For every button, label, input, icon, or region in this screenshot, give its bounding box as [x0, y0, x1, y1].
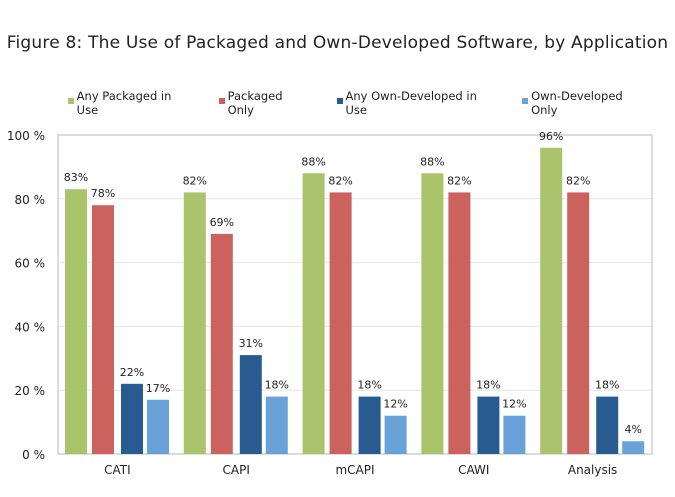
y-tick-label: 40 %: [15, 320, 46, 334]
bar: [65, 189, 87, 455]
data-label: 96%: [539, 130, 563, 143]
bar: [121, 383, 143, 454]
y-tick-label: 100 %: [7, 129, 45, 143]
bar: [92, 205, 114, 454]
data-label: 12%: [502, 398, 526, 411]
x-tick-label: CATI: [104, 463, 131, 477]
bar: [503, 415, 526, 454]
data-label: 12%: [383, 398, 407, 411]
plot-border: [57, 134, 653, 455]
data-label: 18%: [357, 379, 381, 392]
legend-item: Packaged Only: [218, 89, 308, 117]
data-label: 83%: [64, 171, 88, 184]
y-tick-label: 0 %: [22, 448, 45, 462]
bar: [210, 233, 233, 454]
data-label: 18%: [265, 379, 289, 392]
x-tick-label: CAWI: [458, 463, 489, 477]
legend-item: Own-Developed Only: [522, 89, 646, 117]
x-tick-label: mCAPI: [335, 463, 374, 477]
legend-item: Any Own-Developed in Use: [336, 89, 494, 117]
y-tick-label: 60 %: [15, 257, 46, 271]
bar: [448, 192, 471, 455]
x-tick-label: CAPI: [223, 463, 250, 477]
data-label: 88%: [301, 155, 325, 168]
bar: [622, 441, 645, 454]
legend-label: Packaged Only: [227, 89, 283, 117]
bar: [329, 192, 352, 455]
legend-swatch: [218, 97, 225, 104]
data-label: 18%: [476, 379, 500, 392]
bar: [540, 147, 563, 454]
bar: [596, 396, 619, 454]
bar: [477, 396, 500, 454]
bar: [183, 192, 206, 455]
legend-swatch: [68, 97, 74, 104]
data-label: 17%: [146, 382, 170, 395]
chart-title: Figure 8: The Use of Packaged and Own-De…: [6, 33, 669, 53]
data-label: 18%: [595, 379, 619, 392]
bar: [302, 173, 325, 454]
legend-label: Any Own-Developed in Use: [345, 89, 477, 117]
legend-swatch: [336, 97, 343, 104]
data-label: 69%: [210, 216, 234, 229]
legend-swatch: [522, 97, 529, 104]
bar: [384, 415, 407, 454]
bar: [358, 396, 381, 454]
bar: [567, 192, 590, 455]
bar: [265, 396, 288, 454]
legend-label: Any Packaged in Use: [76, 89, 172, 117]
legend: Any Packaged in Use Packaged Only Any Own-…: [68, 89, 675, 117]
bar: [421, 173, 444, 454]
data-label: 82%: [328, 174, 352, 187]
legend-item: Any Packaged in Use: [68, 89, 190, 117]
y-tick-label: 20 %: [15, 384, 46, 398]
data-label: 4%: [624, 423, 641, 436]
bar: [239, 355, 262, 454]
data-label: 78%: [91, 187, 115, 200]
data-label: 82%: [183, 174, 207, 187]
data-label: 82%: [566, 174, 590, 187]
data-label: 22%: [120, 366, 144, 379]
data-label: 31%: [239, 337, 263, 350]
y-tick-label: 80 %: [15, 193, 46, 207]
data-label: 88%: [420, 155, 444, 168]
data-label: 82%: [447, 174, 471, 187]
legend-label: Own-Developed Only: [531, 89, 623, 117]
x-tick-label: Analysis: [568, 463, 617, 477]
bar: [147, 399, 169, 454]
